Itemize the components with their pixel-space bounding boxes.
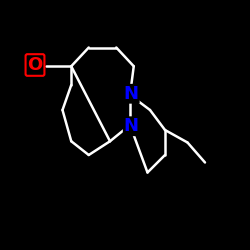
Text: O: O (28, 56, 42, 74)
Text: N: N (124, 117, 139, 135)
Text: N: N (124, 85, 139, 103)
